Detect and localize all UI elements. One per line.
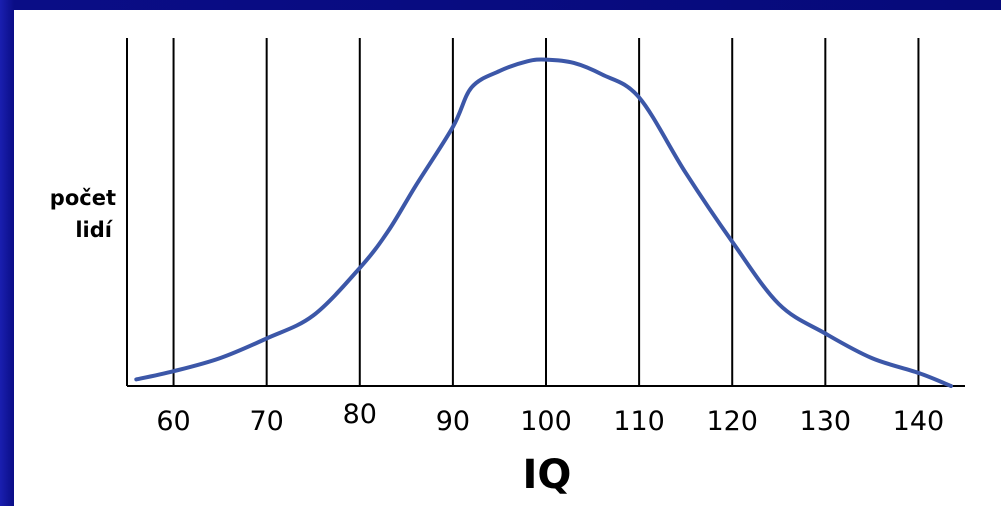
chart-panel: 60 70 80 90 100 110 120 130 140 počet lidí IQ — [14, 10, 1001, 506]
x-tick-label: 60 — [156, 406, 190, 437]
x-tick-label: 80 — [343, 399, 377, 430]
x-tick-label: 140 — [893, 406, 945, 437]
series-line — [134, 57, 953, 388]
x-tick-labels: 60 70 80 90 100 110 120 130 140 — [156, 399, 944, 437]
vertical-grid-lines — [126, 38, 920, 386]
y-axis-label-line-1: počet — [50, 186, 116, 210]
x-tick-label: 120 — [706, 406, 758, 437]
bell-curve-chart: 60 70 80 90 100 110 120 130 140 počet lidí IQ — [50, 38, 965, 498]
x-tick-label: 90 — [436, 406, 470, 437]
x-tick-label: 130 — [800, 406, 852, 437]
x-axis-title: IQ — [523, 452, 572, 498]
x-tick-label: 70 — [249, 406, 283, 437]
y-axis-label-line-2: lidí — [75, 218, 113, 242]
x-tick-label: 100 — [520, 406, 572, 437]
x-tick-label: 110 — [613, 406, 665, 437]
